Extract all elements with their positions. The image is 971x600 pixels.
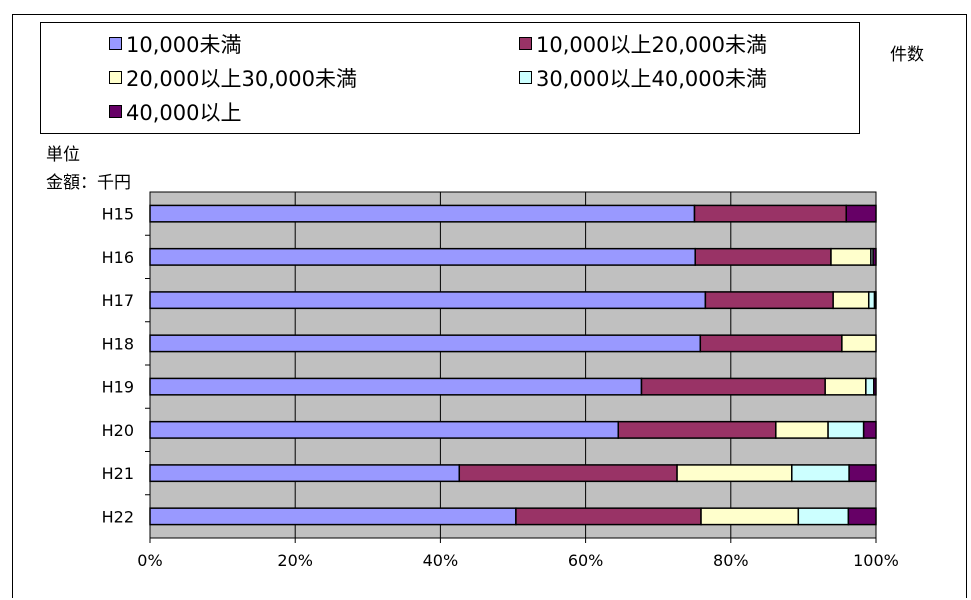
plot-border [149,191,877,539]
bar-segment [149,507,517,526]
bar-segment [676,464,793,483]
y-tick-label: H17 [102,291,134,310]
bar-segment [797,507,850,526]
y-tick-label: H15 [102,205,134,224]
bar-segment [458,464,678,483]
y-tick-label: H16 [102,248,134,267]
legend-label: 20,000以上30,000未満 [126,67,357,91]
bar-segment [149,334,702,353]
legend-label: 10,000以上20,000未満 [536,33,767,57]
legend-item-under-10000: 10,000未満 [109,33,241,57]
x-tick-label: 60% [568,551,604,570]
bar-segment [827,420,865,439]
y-tick-label: H18 [102,334,134,353]
bar-segment [845,204,877,223]
bar-segment [699,334,843,353]
bar-segment [824,377,867,396]
bar-segment [865,377,875,396]
x-tick-label: 100% [853,551,899,570]
legend-item-20000-30000: 20,000以上30,000未満 [109,67,357,91]
x-tick-label: 40% [423,551,459,570]
bar-segment [775,420,829,439]
bar-segment [830,247,872,266]
bar-segment [149,291,707,310]
legend-item-10000-20000: 10,000以上20,000未満 [519,33,767,57]
legend-item-over-40000: 40,000以上 [109,101,241,125]
bar-segment [704,291,834,310]
legend-swatch [109,37,122,50]
chart-frame [12,14,967,598]
legend: 10,000未満 10,000以上20,000未満 20,000以上30,000… [40,22,860,134]
legend-swatch [109,71,122,84]
legend-swatch [109,105,122,118]
bar-segment [700,507,800,526]
legend-label: 10,000未満 [126,33,242,57]
bar-segment [515,507,702,526]
x-tick-label: 0% [137,551,162,570]
bar-segment [848,464,877,483]
legend-label: 40,000以上 [126,101,242,125]
legend-swatch [519,37,532,50]
bar-segment [693,204,847,223]
x-tick-label: 80% [713,551,749,570]
legend-label: 30,000以上40,000未満 [536,67,767,91]
bar-segment [694,247,832,266]
y-tick-label: H22 [102,507,134,526]
y-tick-label: H19 [102,378,134,397]
bar-segment [149,420,620,439]
bar-segment [867,291,876,310]
x-tick-label: 20% [277,551,313,570]
bar-segment [617,420,777,439]
y-tick-label: H20 [102,421,134,440]
bar-segment [847,507,877,526]
amount-unit-label: 金額：千円 [46,173,131,193]
count-label: 件数 [890,45,924,65]
bar-segment [149,204,696,223]
bar-segment [841,334,877,353]
legend-swatch [519,71,532,84]
bar-segment [149,247,696,266]
legend-item-30000-40000: 30,000以上40,000未満 [519,67,767,91]
bar-segment [791,464,850,483]
y-tick-label: H21 [102,464,134,483]
bar-segment [862,420,877,439]
plot-area [149,191,877,539]
bar-segment [640,377,826,396]
bar-segment [149,464,461,483]
unit-label: 単位 [46,145,80,165]
bar-segment [149,377,643,396]
bar-segment [832,291,870,310]
